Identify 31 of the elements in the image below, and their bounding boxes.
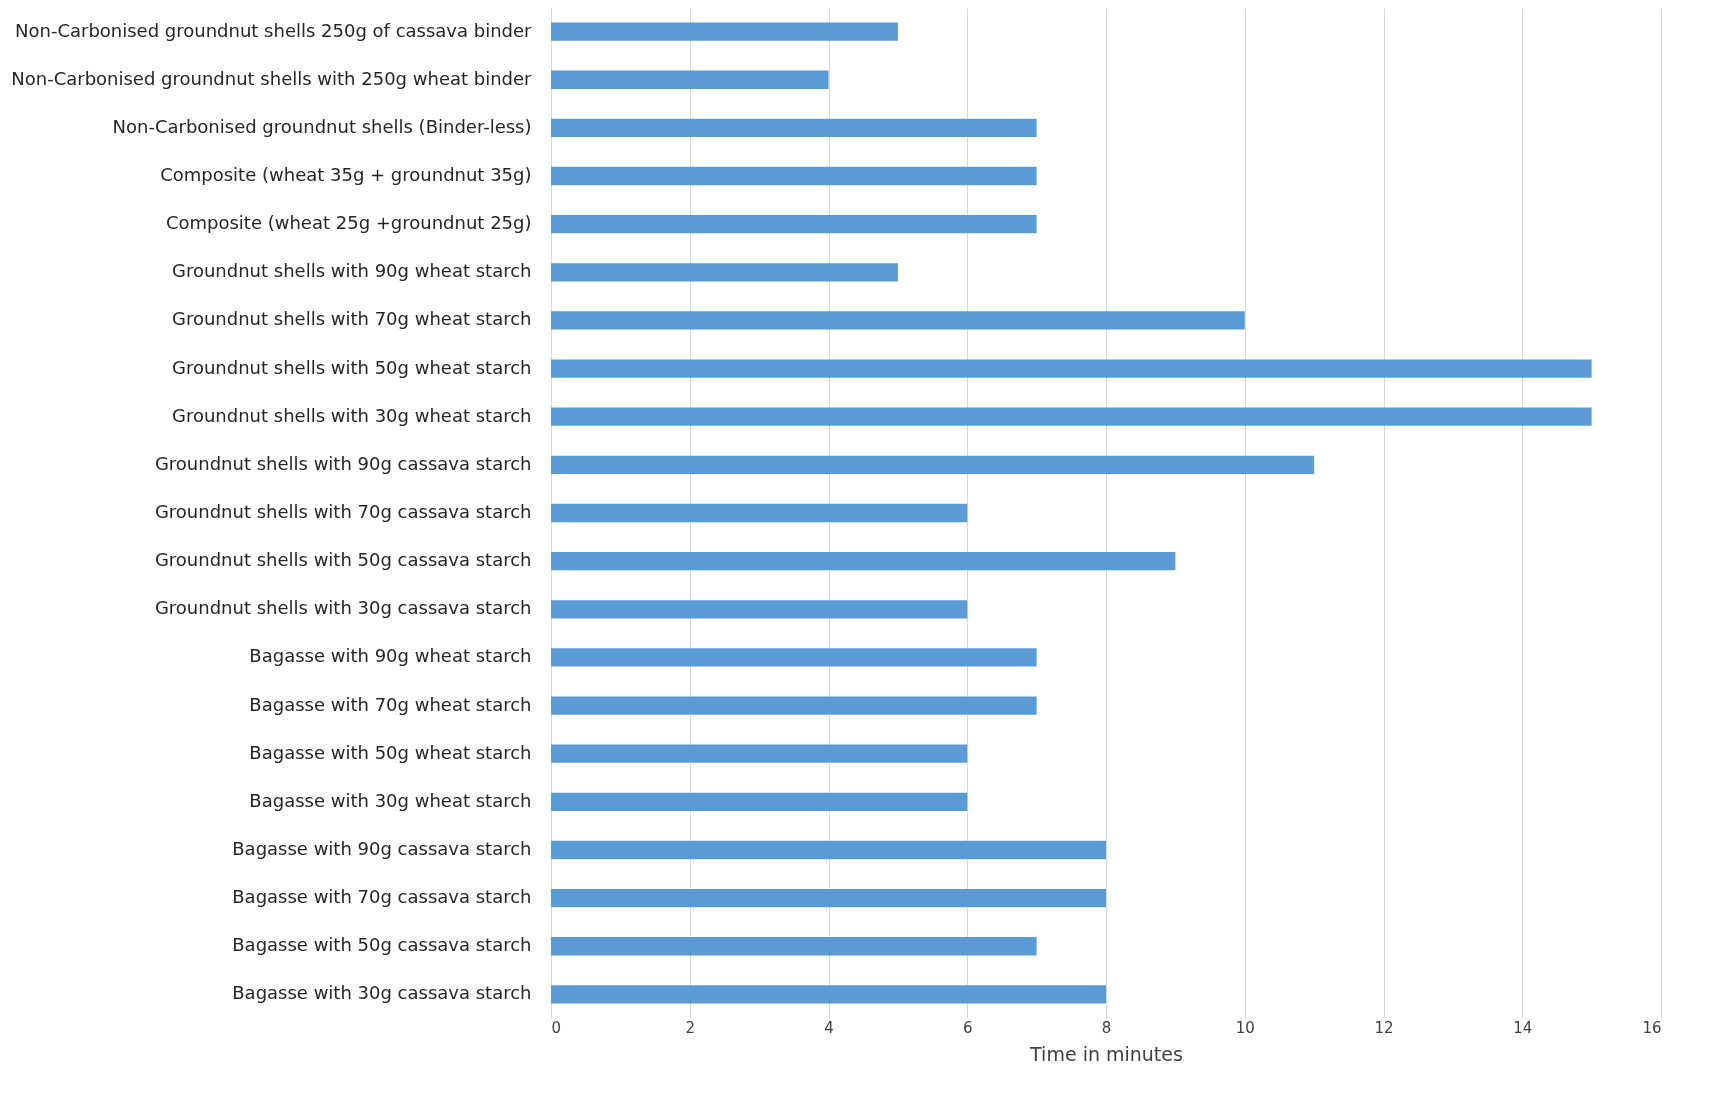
x-tick-label: 0	[551, 1018, 562, 1037]
x-tick-label: 12	[1374, 1018, 1394, 1037]
y-tick-label: Non-Carbonised groundnut shells 250g of cassava binder	[15, 19, 533, 41]
y-tick-label: Composite (wheat 25g +groundnut 25g)	[165, 212, 532, 234]
x-tick-label: 16	[1642, 1018, 1662, 1037]
y-tick-label: Composite (wheat 35g + groundnut 35g)	[160, 164, 532, 186]
y-tick-label: Groundnut shells with 30g cassava starch	[154, 597, 532, 619]
y-tick-label: Non-Carbonised groundnut shells (Binder-less)	[112, 115, 532, 137]
y-tick-label: Non-Carbonised groundnut shells with 250g wheat binder	[11, 67, 533, 89]
y-tick-label: Bagasse with 50g wheat starch	[249, 741, 532, 763]
y-tick-label: Bagasse with 50g cassava starch	[232, 934, 532, 956]
x-tick-label: 8	[1101, 1018, 1112, 1037]
x-tick-label: 14	[1513, 1018, 1533, 1037]
x-tick-label: 10	[1235, 1018, 1255, 1037]
y-tick-label: Groundnut shells with 50g cassava starch	[154, 549, 532, 571]
y-tick-label: Bagasse with 70g wheat starch	[249, 693, 532, 715]
x-tick-label: 6	[962, 1018, 973, 1037]
y-tick-label: Groundnut shells with 70g wheat starch	[171, 308, 532, 330]
x-tick-label: 4	[824, 1018, 834, 1037]
y-tick-label: Bagasse with 30g cassava starch	[232, 982, 532, 1004]
y-tick-label: Bagasse with 70g cassava starch	[232, 886, 532, 908]
y-tick-label: Groundnut shells with 50g wheat starch	[171, 356, 532, 378]
y-tick-label: Bagasse with 30g wheat starch	[249, 789, 532, 811]
y-tick-label: Bagasse with 90g cassava starch	[232, 837, 532, 859]
y-tick-label: Groundnut shells with 70g cassava starch	[154, 501, 532, 522]
x-axis-title: Time in minutes	[1029, 1042, 1183, 1065]
y-tick-label: Groundnut shells with 30g wheat starch	[171, 404, 532, 426]
x-tick-label: 2	[685, 1018, 696, 1037]
y-tick-label: Bagasse with 90g wheat starch	[249, 645, 532, 667]
y-tick-label: Groundnut shells with 90g wheat starch	[171, 260, 532, 282]
y-tick-label: Groundnut shells with 90g cassava starch	[154, 452, 532, 474]
